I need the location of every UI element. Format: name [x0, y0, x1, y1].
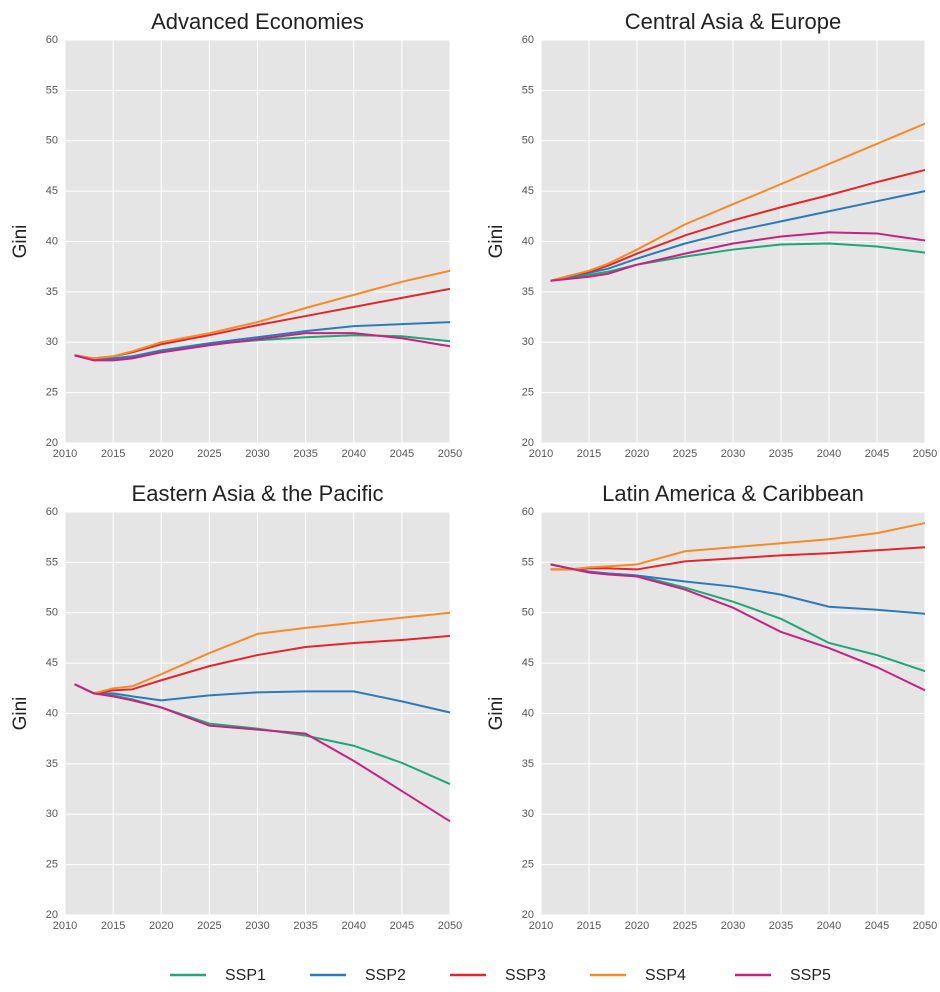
- y-tick-label: 30: [522, 808, 534, 820]
- y-tick-label: 45: [46, 657, 58, 669]
- y-tick-label: 50: [522, 607, 534, 619]
- y-tick-label: 40: [522, 707, 534, 719]
- y-tick-label: 55: [522, 556, 534, 568]
- y-tick-label: 35: [46, 758, 58, 770]
- y-tick-label: 50: [522, 135, 534, 147]
- x-tick-label: 2040: [342, 448, 366, 460]
- x-tick-label: 2015: [577, 448, 601, 460]
- x-tick-label: 2045: [865, 920, 889, 932]
- x-tick-label: 2050: [913, 920, 937, 932]
- chart-title: Advanced Economies: [151, 9, 364, 34]
- y-tick-label: 50: [46, 607, 58, 619]
- y-axis-label: Gini: [10, 225, 31, 259]
- x-tick-label: 2025: [197, 920, 221, 932]
- y-tick-label: 60: [522, 34, 534, 46]
- y-tick-label: 35: [46, 286, 58, 298]
- x-tick-label: 2010: [529, 448, 553, 460]
- x-tick-label: 2020: [149, 448, 173, 460]
- legend-label: SSP2: [365, 967, 406, 984]
- chart-title: Eastern Asia & the Pacific: [132, 481, 384, 506]
- series-line: [74, 634, 451, 695]
- y-tick-label: 30: [46, 336, 58, 348]
- y-tick-label: 55: [522, 84, 534, 96]
- y-tick-label: 55: [46, 84, 58, 96]
- y-tick-label: 25: [522, 859, 534, 871]
- y-axis-label: Gini: [10, 697, 31, 731]
- x-tick-label: 2030: [721, 920, 745, 932]
- legend-label: SSP5: [790, 967, 831, 984]
- y-tick-label: 25: [46, 859, 58, 871]
- y-tick-label: 60: [46, 34, 58, 46]
- x-tick-label: 2015: [577, 920, 601, 932]
- y-tick-label: 40: [522, 235, 534, 247]
- x-tick-label: 2020: [149, 920, 173, 932]
- x-tick-label: 2035: [769, 448, 793, 460]
- y-tick-label: 20: [46, 909, 58, 921]
- y-tick-label: 20: [522, 909, 534, 921]
- x-tick-label: 2030: [721, 448, 745, 460]
- x-tick-label: 2010: [53, 448, 77, 460]
- y-tick-label: 20: [46, 437, 58, 449]
- x-tick-label: 2040: [817, 448, 841, 460]
- x-tick-label: 2015: [101, 448, 125, 460]
- y-tick-label: 55: [46, 556, 58, 568]
- y-tick-label: 30: [522, 336, 534, 348]
- x-tick-label: 2035: [293, 920, 317, 932]
- x-tick-label: 2020: [625, 920, 649, 932]
- legend-label: SSP3: [505, 967, 546, 984]
- x-tick-label: 2035: [769, 920, 793, 932]
- y-axis-label: Gini: [486, 697, 507, 731]
- series-line: [74, 683, 451, 714]
- x-tick-label: 2045: [865, 448, 889, 460]
- series-line: [550, 231, 926, 282]
- x-tick-label: 2040: [817, 920, 841, 932]
- series-line: [74, 332, 451, 362]
- x-tick-label: 2050: [438, 920, 462, 932]
- y-tick-label: 35: [522, 758, 534, 770]
- y-tick-label: 40: [46, 707, 58, 719]
- series-line: [550, 122, 926, 282]
- x-tick-label: 2030: [245, 920, 269, 932]
- y-tick-label: 45: [46, 185, 58, 197]
- series-line: [74, 683, 451, 823]
- series-line: [550, 522, 926, 571]
- y-tick-label: 60: [522, 506, 534, 518]
- y-tick-label: 60: [46, 506, 58, 518]
- x-tick-label: 2040: [342, 920, 366, 932]
- y-tick-label: 45: [522, 657, 534, 669]
- series-line: [550, 242, 926, 282]
- x-tick-label: 2010: [53, 920, 77, 932]
- y-tick-label: 25: [46, 387, 58, 399]
- x-tick-label: 2045: [390, 448, 414, 460]
- y-tick-label: 40: [46, 235, 58, 247]
- x-tick-label: 2025: [673, 448, 697, 460]
- chart-title: Central Asia & Europe: [625, 9, 841, 34]
- chart-title: Latin America & Caribbean: [602, 481, 864, 506]
- x-tick-label: 2050: [913, 448, 937, 460]
- x-tick-label: 2050: [438, 448, 462, 460]
- x-tick-label: 2015: [101, 920, 125, 932]
- y-tick-label: 50: [46, 135, 58, 147]
- series-line: [74, 269, 451, 360]
- x-tick-label: 2020: [625, 448, 649, 460]
- y-tick-label: 20: [522, 437, 534, 449]
- y-tick-label: 25: [522, 387, 534, 399]
- legend-label: SSP1: [225, 967, 266, 984]
- y-axis-label: Gini: [486, 225, 507, 259]
- x-tick-label: 2010: [529, 920, 553, 932]
- series-line: [74, 611, 451, 695]
- legend-label: SSP4: [645, 967, 686, 984]
- x-tick-label: 2030: [245, 448, 269, 460]
- y-tick-label: 35: [522, 286, 534, 298]
- series-line: [74, 321, 451, 361]
- x-tick-label: 2045: [390, 920, 414, 932]
- x-tick-label: 2025: [673, 920, 697, 932]
- x-tick-label: 2025: [197, 448, 221, 460]
- y-tick-label: 30: [46, 808, 58, 820]
- x-tick-label: 2035: [293, 448, 317, 460]
- y-tick-label: 45: [522, 185, 534, 197]
- series-line: [550, 563, 926, 692]
